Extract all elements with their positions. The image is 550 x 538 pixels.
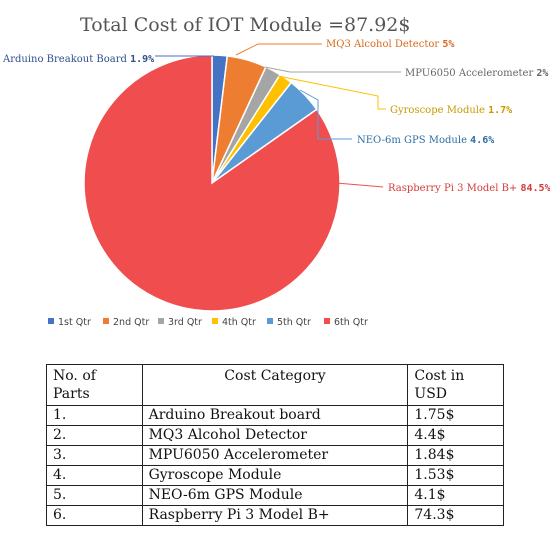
header-category: Cost Category xyxy=(141,364,409,406)
legend-label-2: 2nd Qtr xyxy=(113,317,149,328)
row-cost: 4.1$ xyxy=(407,485,504,506)
legend-label-5: 5th Qtr xyxy=(277,317,311,328)
row-cost: 4.4$ xyxy=(407,425,504,446)
leader-line-6 xyxy=(335,182,384,188)
row-number: 6. xyxy=(46,505,143,526)
table-row: 1. Arduino Breakout board 1.75$ xyxy=(46,405,504,426)
row-number: 5. xyxy=(46,485,143,506)
row-number: 1. xyxy=(46,405,143,426)
table-row: 5. NEO-6m GPS Module 4.1$ xyxy=(46,485,504,506)
row-category: Raspberry Pi 3 Model B+ xyxy=(141,505,409,526)
row-category: Gyroscope Module xyxy=(141,465,409,486)
row-category: Arduino Breakout board xyxy=(141,405,409,426)
data-label-2: MQ3 Alcohol Detector 5% xyxy=(326,39,454,50)
table-header-row: No. of Parts Cost Category Cost in USD xyxy=(46,364,504,406)
row-cost: 1.84$ xyxy=(407,445,504,466)
data-label-4: Gyroscope Module 1.7% xyxy=(390,105,512,116)
data-label-1: Arduino Breakout Board 1.9% xyxy=(2,54,154,65)
row-category: MQ3 Alcohol Detector xyxy=(141,425,409,446)
header-cost: Cost in USD xyxy=(407,364,504,406)
row-cost: 1.53$ xyxy=(407,465,504,486)
row-number: 2. xyxy=(46,425,143,446)
legend-swatch-4 xyxy=(212,318,218,324)
cost-table: No. of Parts Cost Category Cost in USD 1… xyxy=(46,364,504,526)
row-number: 3. xyxy=(46,445,143,466)
table-row: 6. Raspberry Pi 3 Model B+ 74.3$ xyxy=(46,505,504,526)
row-number: 4. xyxy=(46,465,143,486)
data-label-6: Raspberry Pi 3 Model B+ 84.5% xyxy=(388,183,550,194)
leader-line-2 xyxy=(235,43,322,56)
pie-slice-6 xyxy=(83,54,341,312)
legend-swatch-3 xyxy=(158,318,164,324)
table-row: 2. MQ3 Alcohol Detector 4.4$ xyxy=(46,425,504,446)
header-parts: No. of Parts xyxy=(46,364,143,406)
legend-swatch-6 xyxy=(324,318,330,324)
chart-title: Total Cost of IOT Module =87.92$ xyxy=(80,14,410,36)
pie-chart: Total Cost of IOT Module =87.92$ Arduino… xyxy=(2,14,550,328)
leader-line-4 xyxy=(277,75,386,110)
data-label-5: NEO-6m GPS Module 4.6% xyxy=(357,135,494,146)
data-label-3: MPU6050 Accelerometer 2% xyxy=(405,68,548,79)
legend-label-4: 4th Qtr xyxy=(222,317,256,328)
leader-line-5 xyxy=(299,89,352,140)
legend-swatch-5 xyxy=(267,318,273,324)
leader-line-3 xyxy=(264,66,401,73)
row-category: NEO-6m GPS Module xyxy=(141,485,409,506)
row-cost: 1.75$ xyxy=(407,405,504,426)
legend-swatch-1 xyxy=(48,318,54,324)
table-row: 4. Gyroscope Module 1.53$ xyxy=(46,465,504,486)
legend-swatch-2 xyxy=(103,318,109,324)
row-cost: 74.3$ xyxy=(407,505,504,526)
row-category: MPU6050 Accelerometer xyxy=(141,445,409,466)
legend-label-1: 1st Qtr xyxy=(58,317,91,328)
legend-label-3: 3rd Qtr xyxy=(168,317,202,328)
table-row: 3. MPU6050 Accelerometer 1.84$ xyxy=(46,445,504,466)
legend-label-6: 6th Qtr xyxy=(334,317,368,328)
